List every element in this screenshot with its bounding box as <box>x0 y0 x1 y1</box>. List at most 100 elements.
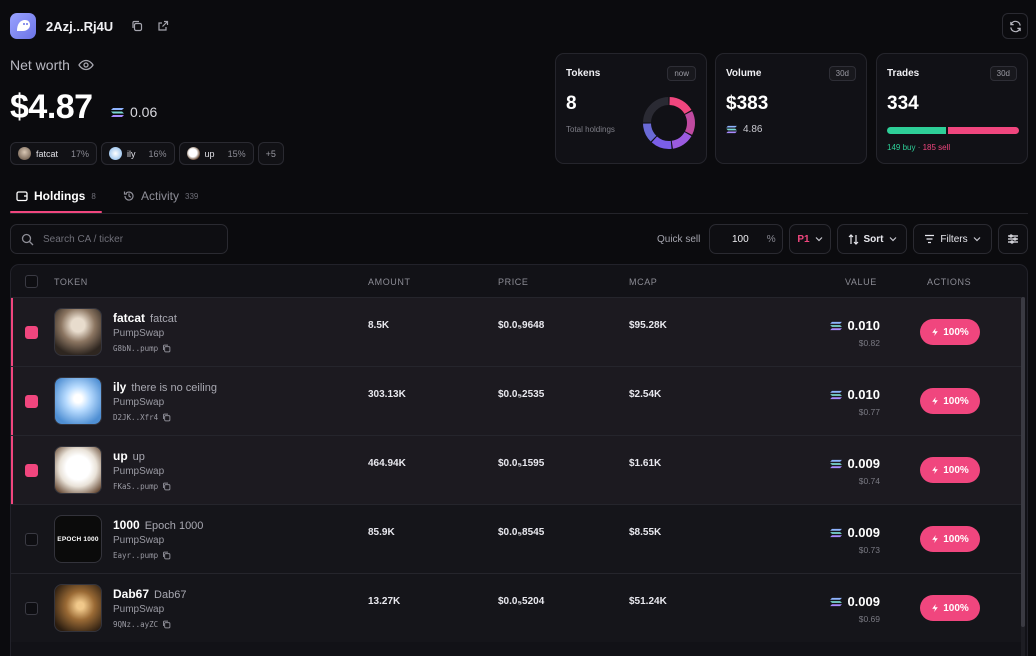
donut-segment <box>669 97 692 115</box>
token-symbol[interactable]: fatcat <box>113 311 146 325</box>
table-row[interactable]: EPOCH 1000 1000 Epoch 1000 PumpSwap Eayr.… <box>11 504 1023 573</box>
token-dex: PumpSwap <box>113 397 165 408</box>
quick-sell-button[interactable]: 100% <box>920 388 980 414</box>
donut-segment <box>671 131 692 149</box>
donut-segment <box>643 97 669 123</box>
token-symbol[interactable]: Dab67 <box>113 587 150 601</box>
token-image[interactable]: EPOCH 1000 <box>54 515 102 563</box>
lightning-icon <box>932 466 939 474</box>
token-value: 0.010 <box>830 387 880 402</box>
chip-more-label: +5 <box>265 148 276 159</box>
sort-dropdown[interactable]: Sort <box>837 224 907 254</box>
sell-label: 100% <box>943 533 969 545</box>
sell-label: 100% <box>943 395 969 407</box>
history-icon <box>123 191 134 201</box>
tab-holdings[interactable]: Holdings 8 <box>16 189 96 203</box>
token-contract: 9QNz..ayZC <box>113 620 171 629</box>
token-image[interactable] <box>54 377 102 425</box>
token-value-sol: 0.009 <box>847 594 880 609</box>
preset-dropdown[interactable]: P1 <box>789 224 831 254</box>
filters-dropdown[interactable]: Filters <box>913 224 992 254</box>
quick-sell-button[interactable]: 100% <box>920 319 980 345</box>
scrollbar-thumb[interactable] <box>1021 297 1025 627</box>
tokens-title: Tokens <box>566 68 601 79</box>
chip-name: up <box>204 148 215 159</box>
select-all-checkbox[interactable] <box>25 275 38 288</box>
header-price[interactable]: PRICE <box>498 277 529 287</box>
row-checkbox[interactable] <box>25 395 38 408</box>
token-value: 0.009 <box>830 456 880 471</box>
fatcat-avatar <box>18 147 31 160</box>
token-symbol[interactable]: 1000 <box>113 518 140 532</box>
copy-icon[interactable] <box>162 551 171 560</box>
contract-address: FKaS..pump <box>113 482 159 491</box>
search-placeholder: Search CA / ticker <box>43 233 124 245</box>
row-checkbox[interactable] <box>25 533 38 546</box>
copy-icon[interactable] <box>162 413 171 422</box>
holdings-donut <box>643 97 695 149</box>
eye-icon[interactable] <box>78 59 94 71</box>
row-checkbox[interactable] <box>25 464 38 477</box>
table-row[interactable]: fatcat fatcat PumpSwap G8bN..pump 8.5K $0… <box>11 297 1023 366</box>
table-scrollbar[interactable] <box>1021 297 1025 656</box>
row-checkbox[interactable] <box>25 326 38 339</box>
token-symbol-line: fatcat fatcat <box>113 311 177 325</box>
token-symbol[interactable]: up <box>113 449 128 463</box>
header-amount[interactable]: AMOUNT <box>368 277 411 287</box>
token-image[interactable] <box>54 308 102 356</box>
chip-more[interactable]: +5 <box>257 142 284 165</box>
table-row[interactable]: ily there is no ceiling PumpSwap D2JK..Xf… <box>11 366 1023 435</box>
tab-bar: Holdings 8 Activity 339 <box>10 186 1028 214</box>
volume-card: Volume 30d $383 4.86 <box>715 53 867 164</box>
copy-icon[interactable] <box>162 344 171 353</box>
volume-badge: 30d <box>828 66 856 81</box>
quick-sell-button[interactable]: 100% <box>920 526 980 552</box>
volume-sol: 4.86 <box>726 124 762 135</box>
wallet-icon <box>16 191 28 202</box>
row-checkbox[interactable] <box>25 602 38 615</box>
chip-name: ily <box>127 148 136 159</box>
token-value-sol: 0.009 <box>847 525 880 540</box>
quick-sell-value: 100 <box>732 233 749 245</box>
chip-fatcat[interactable]: fatcat 17% <box>10 142 98 165</box>
token-amount: 303.13K <box>368 389 406 400</box>
quick-sell-unit: % <box>766 233 776 245</box>
token-price: $0.0₅9648 <box>498 320 545 331</box>
quick-sell-button[interactable]: 100% <box>920 457 980 483</box>
token-symbol[interactable]: ily <box>113 380 127 394</box>
external-link-icon[interactable] <box>155 18 171 34</box>
solana-icon <box>830 597 843 606</box>
copy-icon[interactable] <box>162 620 171 629</box>
quick-sell-button[interactable]: 100% <box>920 595 980 621</box>
token-name: fatcat <box>150 313 177 325</box>
wallet-address[interactable]: 2Azj...Rj4U <box>46 18 114 34</box>
holdings-table: TOKEN AMOUNT PRICE MCAP VALUE ACTIONS fa… <box>10 264 1028 656</box>
sort-icon <box>848 233 858 245</box>
table-row[interactable]: up up PumpSwap FKaS..pump 464.94K $0.0₅15… <box>11 435 1023 504</box>
header-value[interactable]: VALUE <box>845 277 877 287</box>
settings-button[interactable] <box>998 224 1028 254</box>
refresh-button[interactable] <box>1002 13 1028 39</box>
sliders-icon <box>1008 234 1018 244</box>
search-input[interactable]: Search CA / ticker <box>10 224 228 254</box>
quick-sell-input[interactable]: 100 % <box>709 224 783 254</box>
chip-up[interactable]: up 15% <box>178 142 254 165</box>
token-symbol-line: up up <box>113 449 145 463</box>
table-row[interactable]: Dab67 Dab67 PumpSwap 9QNz..ayZC 13.27K $0… <box>11 573 1023 642</box>
chip-ily[interactable]: ily 16% <box>101 142 175 165</box>
token-price: $0.0₅1595 <box>498 458 545 469</box>
chevron-down-icon <box>815 237 823 242</box>
token-image[interactable] <box>54 584 102 632</box>
tab-activity[interactable]: Activity 339 <box>123 189 198 203</box>
buy-count: 149 buy <box>887 143 916 152</box>
header-mcap[interactable]: MCAP <box>629 277 658 287</box>
copy-icon[interactable] <box>162 482 171 491</box>
token-value-usd: $0.74 <box>858 476 880 486</box>
lightning-icon <box>932 604 939 612</box>
contract-address: Eayr..pump <box>113 551 159 560</box>
lightning-icon <box>932 535 939 543</box>
token-image[interactable] <box>54 446 102 494</box>
header-token[interactable]: TOKEN <box>54 277 88 287</box>
copy-icon[interactable] <box>129 18 145 34</box>
